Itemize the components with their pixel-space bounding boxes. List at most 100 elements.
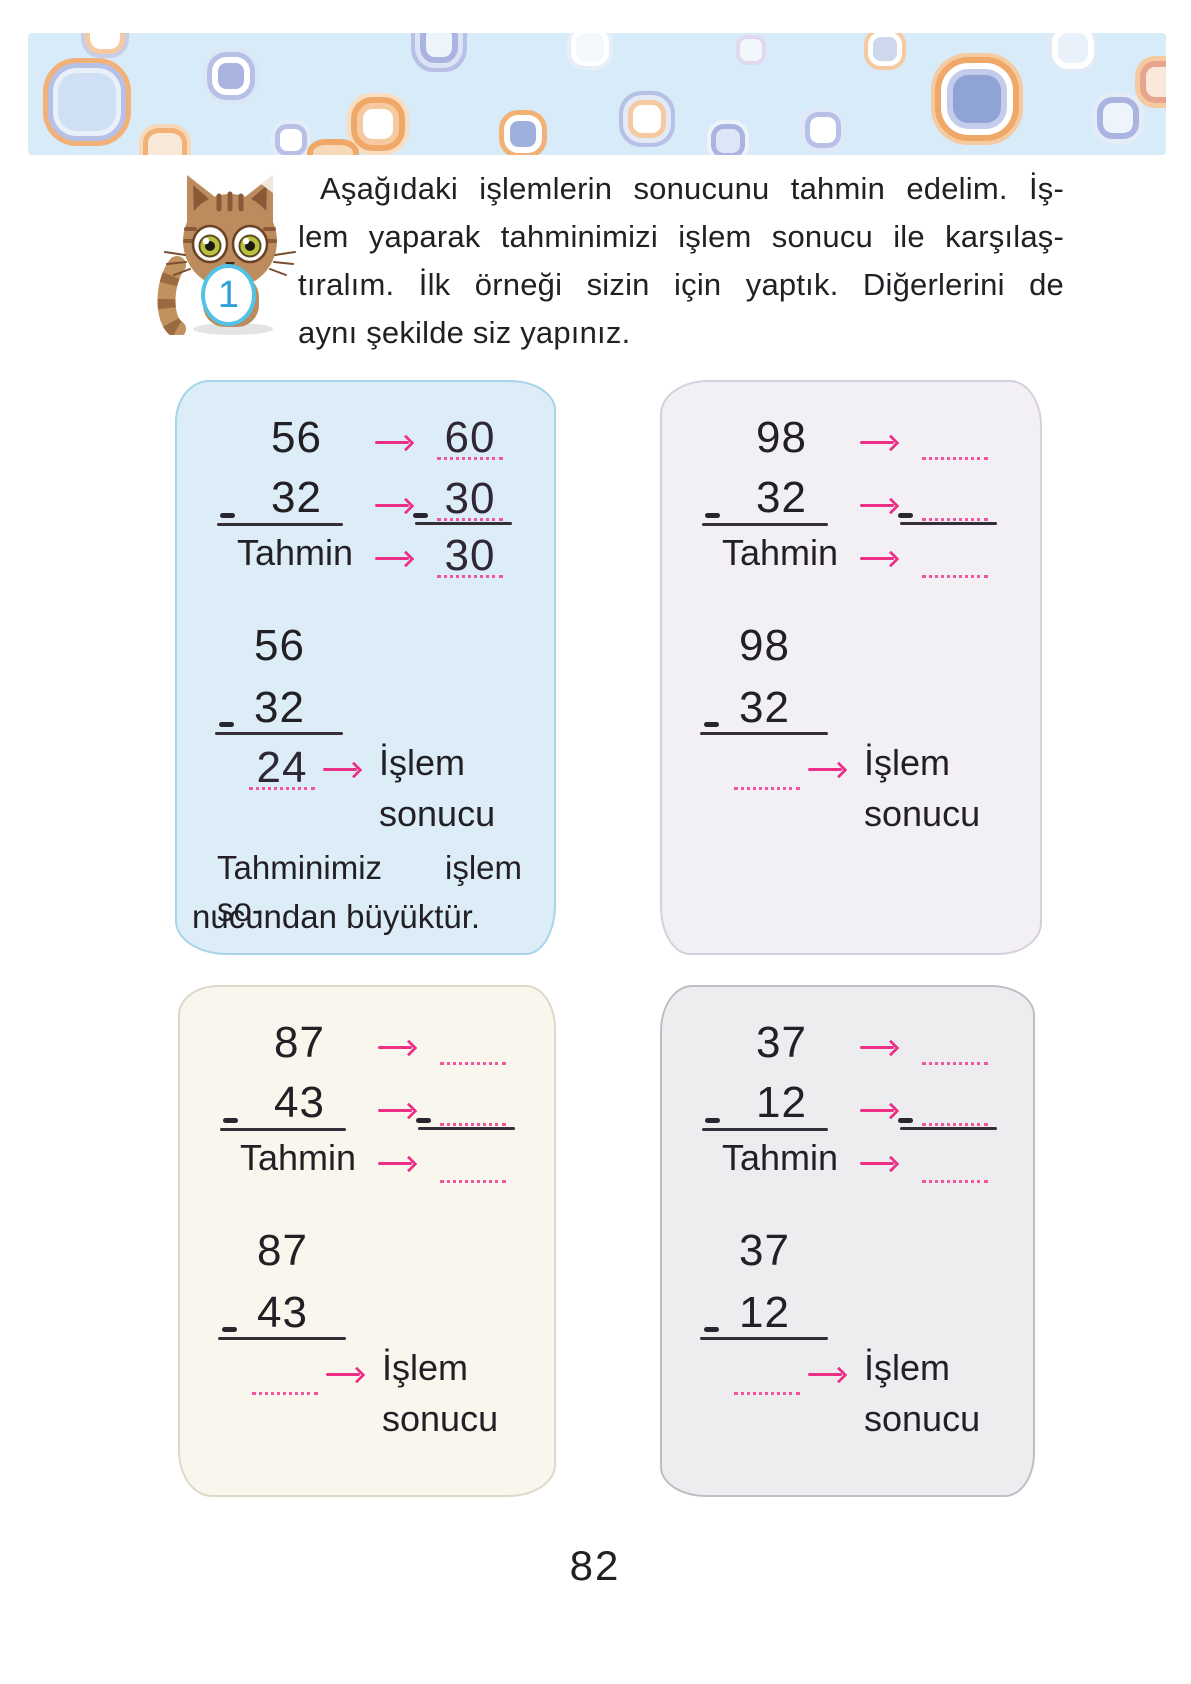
- rounded-minuend-slot[interactable]: [920, 1021, 990, 1067]
- dotted-answer-line: [440, 1180, 506, 1183]
- arrow-right-icon: [375, 431, 415, 453]
- arrow-right-icon: [860, 547, 900, 569]
- calculation-result-slot[interactable]: [250, 1351, 320, 1397]
- subtraction-line: [418, 1127, 515, 1130]
- decorative-square: [873, 37, 897, 61]
- arrow-right-icon: [378, 1152, 418, 1174]
- minus-sign: [219, 722, 234, 727]
- arrow-right-icon: [375, 494, 415, 516]
- dotted-answer-line: [440, 1123, 506, 1126]
- sonucu-label: sonucu: [382, 1398, 499, 1439]
- slot-value: 30: [444, 474, 496, 523]
- calculation-result-slot[interactable]: [732, 1351, 802, 1397]
- calculation-result-slot[interactable]: 24: [247, 746, 317, 792]
- dotted-answer-line: [734, 787, 800, 790]
- arrow-right-icon: [323, 758, 363, 780]
- estimate-result-slot[interactable]: [920, 1139, 990, 1185]
- rounded-minuend-slot[interactable]: [920, 416, 990, 462]
- decorative-square: [1146, 67, 1166, 97]
- estimate-result-slot[interactable]: [920, 534, 990, 580]
- decorative-square: [280, 129, 302, 151]
- arrow-right-icon: [808, 758, 848, 780]
- dotted-answer-line: [437, 457, 503, 460]
- decorative-square: [363, 109, 393, 139]
- subtraction-line: [218, 1337, 346, 1340]
- arrow-right-icon: [860, 1036, 900, 1058]
- tahmin-label: Tahmin: [237, 532, 354, 573]
- minus-sign: [222, 1327, 237, 1332]
- rounded-subtrahend-slot[interactable]: 30: [435, 477, 505, 523]
- minus-sign: [413, 513, 428, 518]
- decorative-square: [510, 121, 536, 147]
- subtraction-line: [702, 523, 828, 526]
- rounded-minuend-slot[interactable]: 60: [435, 416, 505, 462]
- header-decorative-band: [28, 33, 1166, 155]
- decorative-square: [426, 33, 452, 57]
- decorative-square: [148, 133, 182, 155]
- minus-sign: [704, 1327, 719, 1332]
- tahmin-label: Tahmin: [240, 1137, 357, 1178]
- dotted-answer-line: [440, 1062, 506, 1065]
- decorative-square: [1058, 33, 1088, 63]
- arrow-right-icon: [326, 1363, 366, 1385]
- estimate-result-slot[interactable]: 30: [435, 534, 505, 580]
- exercise-number: 1: [217, 273, 240, 316]
- arrow-right-icon: [378, 1099, 418, 1121]
- subtraction-line: [415, 522, 512, 525]
- decorative-square: [90, 33, 120, 49]
- minuend-value: 56: [271, 413, 322, 462]
- dotted-answer-line: [922, 457, 988, 460]
- dotted-answer-line: [437, 575, 503, 578]
- instruction-text: Aşağıdaki işlemlerin sonucunu tahmin ede…: [298, 165, 1064, 357]
- dotted-answer-line: [922, 1062, 988, 1065]
- subtrahend-value: 43: [274, 1078, 325, 1127]
- problem-box-4: 37 12 Tahmin 37 12 İşlem sonucu: [660, 985, 1035, 1497]
- minus-sign: [416, 1118, 431, 1123]
- estimate-result-slot[interactable]: [438, 1139, 508, 1185]
- decorative-square: [953, 75, 1001, 123]
- islem-label: İşlem: [379, 742, 466, 783]
- islem-label: İşlem: [864, 742, 951, 783]
- minuend-value: 98: [756, 413, 807, 462]
- minus-sign: [220, 513, 235, 518]
- rounded-subtrahend-slot[interactable]: [920, 477, 990, 523]
- sonucu-label: sonucu: [864, 1398, 981, 1439]
- dotted-answer-line: [252, 1392, 318, 1395]
- subtraction-line: [700, 732, 828, 735]
- dotted-answer-line: [922, 1123, 988, 1126]
- arrow-right-icon: [860, 494, 900, 516]
- rounded-minuend-slot[interactable]: [438, 1021, 508, 1067]
- calculation-result-slot[interactable]: [732, 746, 802, 792]
- decorative-square: [740, 39, 762, 61]
- subtrahend-value: 12: [756, 1078, 807, 1127]
- decorative-square: [633, 105, 661, 133]
- minuend-value: 87: [257, 1226, 308, 1275]
- subtrahend-value: 32: [271, 473, 322, 522]
- subtrahend-value: 32: [739, 683, 790, 732]
- minus-sign: [705, 513, 720, 518]
- minus-sign: [898, 1118, 913, 1123]
- arrow-right-icon: [375, 547, 415, 569]
- arrow-right-icon: [860, 1099, 900, 1121]
- exercise-number-badge: 1: [201, 264, 256, 326]
- minus-sign: [704, 722, 719, 727]
- slot-value: 60: [444, 413, 496, 462]
- minuend-value: 87: [274, 1018, 325, 1067]
- rounded-subtrahend-slot[interactable]: [438, 1082, 508, 1128]
- minuend-value: 98: [739, 621, 790, 670]
- problem-box-3: 87 43 Tahmin 87 43 İşlem sonucu: [178, 985, 556, 1497]
- minuend-value: 37: [739, 1226, 790, 1275]
- instruction-line: aynı şekilde siz yapınız.: [298, 315, 631, 350]
- rounded-subtrahend-slot[interactable]: [920, 1082, 990, 1128]
- subtraction-line: [702, 1128, 828, 1131]
- dotted-answer-line: [922, 518, 988, 521]
- decorative-square: [218, 63, 244, 89]
- subtrahend-value: 32: [254, 683, 305, 732]
- subtraction-line: [900, 522, 997, 525]
- instruction-line: Aşağıdaki işlemlerin sonucunu tahmin ede…: [320, 171, 1064, 206]
- subtrahend-value: 32: [756, 473, 807, 522]
- decorative-square: [716, 129, 740, 153]
- sonucu-label: sonucu: [864, 793, 981, 834]
- problem-box-1: 56 60 32 30 Tahmin 30 56 32 24 İşlem son…: [175, 380, 556, 955]
